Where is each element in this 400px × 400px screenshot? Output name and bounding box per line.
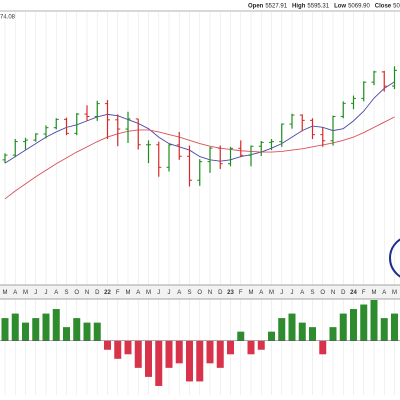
histogram-bar [298, 322, 306, 341]
histogram-bar [247, 340, 255, 355]
x-tick-label: N [331, 290, 335, 296]
x-tick-label: M [126, 290, 131, 296]
x-tick-label: M [392, 290, 397, 296]
histogram-bar [134, 340, 142, 368]
moving-average [4, 116, 395, 200]
axis-strip [0, 285, 400, 299]
x-tick-label: O [320, 290, 325, 296]
histogram-bar [196, 340, 204, 382]
x-tick-label: A [382, 290, 386, 296]
field-label: Low [334, 4, 346, 10]
field-label: High [292, 4, 306, 10]
field-label: Close [375, 4, 392, 10]
histogram-bar [329, 327, 337, 341]
histogram-bar [216, 340, 224, 368]
x-tick-label: M [3, 290, 8, 296]
histogram-bar [237, 331, 245, 341]
x-tick-label: J [157, 290, 160, 296]
histogram-bar [42, 313, 50, 341]
x-axis: M A M J J A S O N D 22 F M A M J J A S O N D 23 F M A M J J A S O N D 24 F M… [3, 290, 398, 296]
price-panel [2, 66, 397, 200]
x-tick-label: J [280, 290, 283, 296]
x-tick-label: N [85, 290, 89, 296]
histogram-bar [206, 340, 214, 364]
x-tick-label: A [300, 290, 304, 296]
histogram-bar [11, 313, 19, 341]
histogram-bar [52, 309, 60, 341]
x-tick-label: D [341, 290, 346, 296]
histogram-bar [268, 331, 275, 341]
x-tick-label: A [136, 290, 140, 296]
histogram-bar [339, 313, 347, 341]
x-tick-label: 24 [350, 290, 357, 296]
annotation-circle [389, 238, 400, 278]
histogram-bar [360, 304, 368, 341]
x-tick-label: M [372, 290, 377, 296]
histogram-bar [165, 340, 173, 368]
histogram-bar [155, 340, 163, 386]
histogram-bar [186, 340, 193, 382]
x-tick-label: F [116, 290, 120, 296]
histogram-bar [257, 340, 265, 350]
histogram-bar [114, 340, 122, 359]
x-tick-label: D [218, 290, 223, 296]
histogram-bar [380, 318, 388, 341]
x-tick-label: A [259, 290, 263, 296]
corner-label: 74.08 [0, 15, 16, 21]
histogram-bar [350, 309, 357, 341]
indicator-panel [0, 300, 400, 386]
x-tick-label: J [168, 290, 171, 296]
x-tick-label: F [362, 290, 366, 296]
x-tick-label: 22 [104, 290, 111, 296]
x-tick-label: J [291, 290, 294, 296]
histogram-bar [175, 340, 183, 364]
field-value: 5595.31 [307, 4, 329, 10]
header-bar [0, 0, 400, 11]
field-label: Open [248, 4, 264, 10]
histogram-bar [391, 313, 398, 341]
x-tick-label: S [187, 290, 191, 296]
histogram-bar [22, 322, 29, 341]
field-value: 5074.0 [393, 4, 400, 10]
x-tick-label: J [45, 290, 48, 296]
x-tick-label: M [249, 290, 254, 296]
histogram-bar [73, 318, 81, 341]
histogram-bar [145, 340, 152, 377]
x-tick-label: M [23, 290, 28, 296]
field-value: 5527.91 [265, 4, 287, 10]
histogram-bar [309, 327, 316, 341]
histogram-bar [104, 340, 111, 350]
x-tick-label: A [13, 290, 17, 296]
x-tick-label: F [239, 290, 243, 296]
histogram-bar [32, 318, 40, 341]
x-tick-label: D [95, 290, 100, 296]
x-tick-label: 23 [227, 290, 234, 296]
x-tick-label: S [310, 290, 314, 296]
histogram-bar [1, 318, 9, 341]
x-tick-label: A [177, 290, 181, 296]
histogram-bar [63, 327, 70, 341]
histogram-bar [83, 322, 91, 341]
x-tick-label: M [269, 290, 274, 296]
histogram-bar [288, 313, 296, 341]
moving-average [4, 81, 395, 164]
histogram-bar [278, 318, 286, 341]
histogram-bar [124, 340, 132, 355]
x-tick-label: O [197, 290, 202, 296]
field-value: 5069.90 [348, 4, 370, 10]
x-tick-label: J [34, 290, 37, 296]
x-tick-label: N [208, 290, 212, 296]
x-tick-label: O [74, 290, 79, 296]
histogram-bar [227, 340, 234, 355]
histogram-bar [319, 340, 327, 355]
histogram-bar [93, 322, 101, 341]
x-tick-label: A [54, 290, 58, 296]
x-tick-label: S [64, 290, 68, 296]
x-tick-label: M [146, 290, 151, 296]
histogram-bar [370, 300, 378, 341]
